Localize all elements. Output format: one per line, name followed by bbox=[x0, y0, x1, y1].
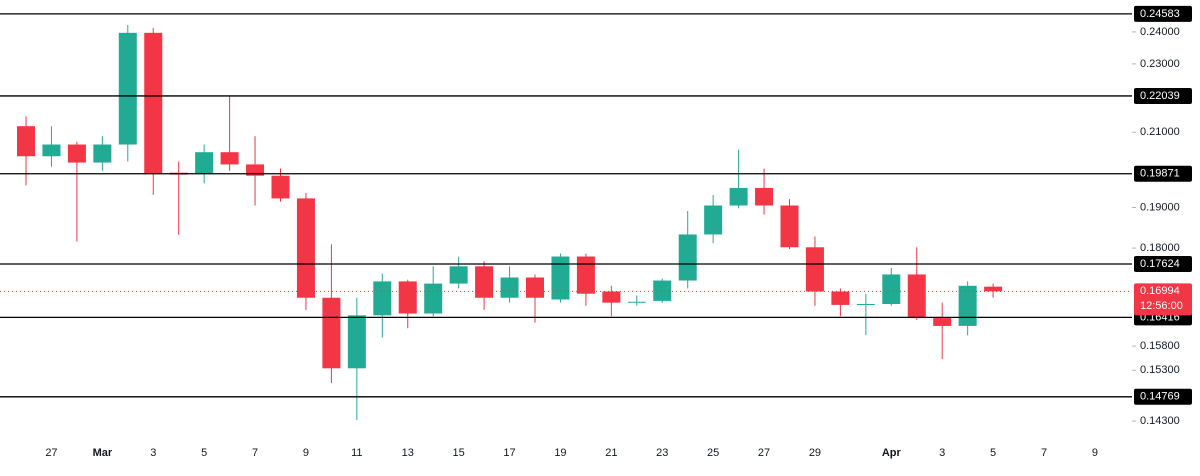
level-label: 0.19871 bbox=[1140, 168, 1180, 180]
candle-body bbox=[984, 286, 1003, 292]
x-tick-label: 9 bbox=[303, 447, 309, 459]
x-tick-label: 7 bbox=[252, 447, 258, 459]
candle-body bbox=[602, 291, 621, 303]
level-label-box bbox=[1134, 165, 1192, 182]
candle-body bbox=[271, 175, 290, 199]
x-tick-label: 29 bbox=[809, 447, 821, 459]
candle-body bbox=[729, 187, 748, 206]
x-tick-label: 11 bbox=[351, 447, 362, 459]
x-tick-label: 25 bbox=[707, 447, 719, 459]
candle-body bbox=[780, 205, 799, 248]
x-tick-label: Mar bbox=[93, 447, 113, 459]
level-label: 0.17624 bbox=[1140, 258, 1180, 270]
candle-body bbox=[17, 126, 35, 157]
candle-body bbox=[576, 256, 595, 294]
x-tick-label: 21 bbox=[605, 447, 617, 459]
candle-body bbox=[933, 318, 952, 326]
y-tick-label: 0.15300 bbox=[1140, 364, 1180, 376]
y-tick-label: 0.18000 bbox=[1140, 242, 1180, 254]
candle-body bbox=[322, 297, 341, 369]
level-label: 0.22039 bbox=[1140, 90, 1180, 102]
candle-body bbox=[500, 277, 519, 298]
candle-body bbox=[144, 32, 163, 174]
x-tick-label: 13 bbox=[402, 447, 414, 459]
last-price-box bbox=[1134, 283, 1192, 316]
level-label-box bbox=[1134, 87, 1192, 104]
candle-body bbox=[882, 274, 901, 305]
candle-body bbox=[195, 152, 214, 174]
y-tick-label: 0.23000 bbox=[1140, 58, 1180, 70]
x-tick-label: 27 bbox=[45, 447, 57, 459]
level-label-box bbox=[1134, 5, 1192, 22]
x-tick-label: 5 bbox=[990, 447, 996, 459]
candle-body bbox=[475, 266, 494, 298]
x-tick-label: 3 bbox=[939, 447, 945, 459]
candle-body bbox=[907, 274, 926, 319]
candle-body bbox=[653, 280, 672, 301]
candle-body bbox=[958, 285, 977, 326]
x-tick-label: Apr bbox=[882, 447, 902, 459]
candle-body bbox=[678, 234, 697, 281]
level-label-box bbox=[1134, 388, 1192, 405]
candle-body bbox=[551, 256, 570, 300]
level-label-box bbox=[1134, 255, 1192, 272]
candle-body bbox=[856, 304, 875, 306]
candle-body bbox=[398, 281, 417, 314]
x-tick-label: 19 bbox=[554, 447, 566, 459]
x-tick-label: 7 bbox=[1041, 447, 1047, 459]
candle-body bbox=[627, 301, 646, 303]
candle-body bbox=[93, 144, 112, 163]
x-tick-label: 27 bbox=[758, 447, 770, 459]
candle-body bbox=[220, 152, 239, 165]
candle-body bbox=[118, 32, 137, 145]
candle-body bbox=[42, 144, 61, 157]
y-tick-label: 0.21000 bbox=[1140, 126, 1180, 138]
last-price-label: 0.16994 bbox=[1140, 285, 1180, 297]
candle-body bbox=[831, 291, 850, 305]
y-tick-label: 0.14300 bbox=[1140, 415, 1180, 427]
x-tick-label: 15 bbox=[453, 447, 465, 459]
x-tick-label: 17 bbox=[503, 447, 515, 459]
x-tick-label: 23 bbox=[656, 447, 668, 459]
candle-body bbox=[755, 187, 774, 206]
level-label: 0.24583 bbox=[1140, 8, 1180, 20]
candle-body bbox=[246, 164, 265, 176]
x-tick-label: 5 bbox=[201, 447, 207, 459]
countdown-label: 12:56:00 bbox=[1140, 300, 1183, 312]
candle-body bbox=[424, 283, 443, 314]
candle-body bbox=[373, 281, 392, 316]
y-tick-label: 0.15800 bbox=[1140, 340, 1180, 352]
candle-body bbox=[704, 205, 723, 235]
candle-body bbox=[347, 315, 366, 369]
candle-body bbox=[296, 198, 315, 298]
y-tick-label: 0.19000 bbox=[1140, 201, 1180, 213]
y-tick-label: 0.24000 bbox=[1140, 26, 1180, 38]
x-tick-label: 9 bbox=[1092, 447, 1098, 459]
candle-body bbox=[67, 144, 86, 163]
x-tick-label: 3 bbox=[150, 447, 156, 459]
candle-body bbox=[805, 247, 824, 292]
level-label: 0.14769 bbox=[1140, 391, 1180, 403]
candle-body bbox=[449, 266, 468, 284]
candle-body bbox=[526, 277, 544, 298]
